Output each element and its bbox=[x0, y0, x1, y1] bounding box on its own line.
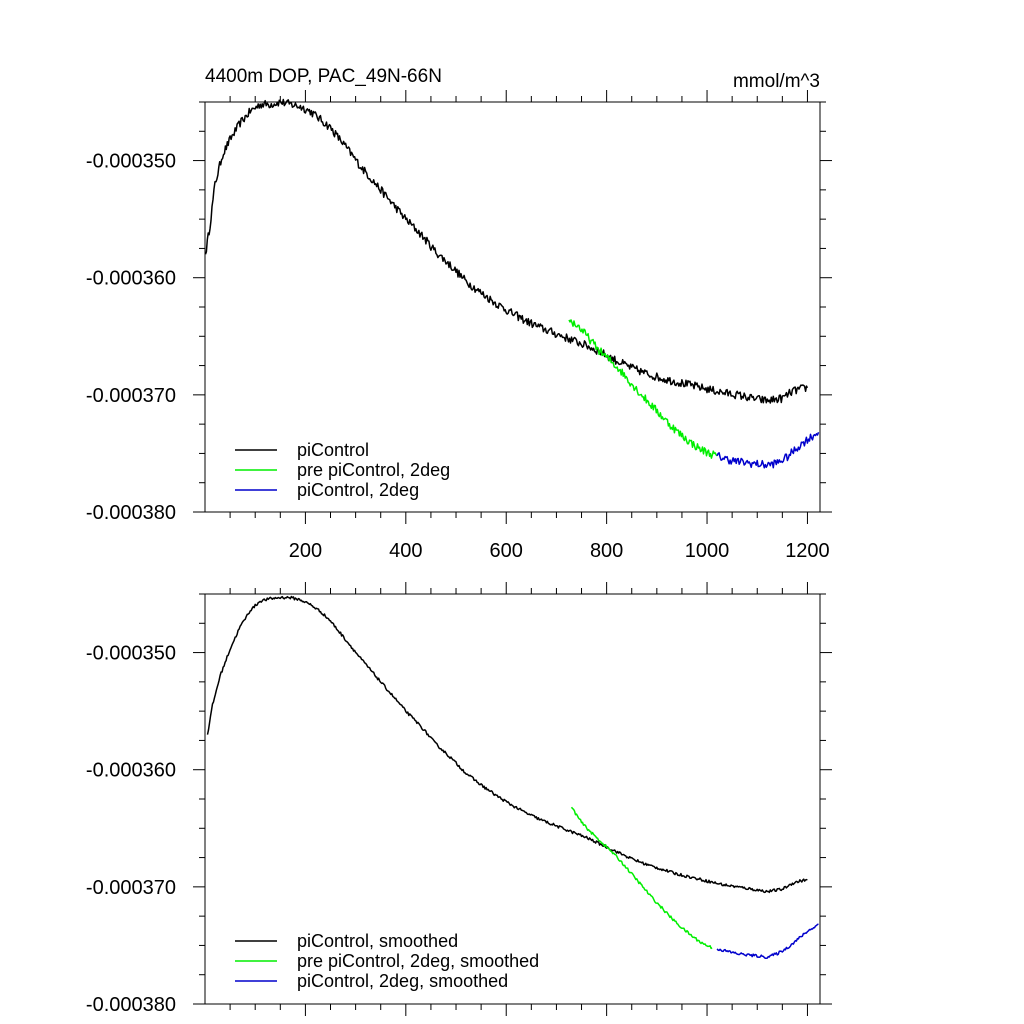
bottom-panel: -0.000350 -0.000360 -0.000370 -0.000380 piCo… bbox=[86, 582, 832, 1016]
legend-label: piControl, 2deg bbox=[297, 480, 419, 500]
legend-label: pre piControl, 2deg, smoothed bbox=[297, 951, 539, 971]
series-line-2 bbox=[716, 923, 819, 960]
series-line-0 bbox=[204, 98, 809, 404]
series-line-2 bbox=[716, 432, 820, 469]
x-tick-label: 1200 bbox=[785, 540, 830, 562]
y-tick-label: -0.000380 bbox=[86, 502, 176, 524]
legend-label: pre piControl, 2deg bbox=[297, 460, 450, 480]
top-panel: 200 400 600 800 1000 1200 -0.000350 -0.000360 -0… bbox=[86, 66, 832, 562]
x-tick-label: 600 bbox=[490, 540, 523, 562]
y-tick-label: -0.000350 bbox=[86, 151, 176, 173]
y-tick-label: -0.000360 bbox=[86, 760, 176, 782]
x-tick-label: 800 bbox=[590, 540, 623, 562]
legend-label: piControl, 2deg, smoothed bbox=[297, 971, 508, 991]
y-tick-label: -0.000380 bbox=[86, 994, 176, 1016]
y-tick-label: -0.000370 bbox=[86, 877, 176, 899]
units-label: mmol/m^3 bbox=[733, 71, 820, 92]
y-tick-label: -0.000360 bbox=[86, 268, 176, 290]
x-tick-label: 400 bbox=[389, 540, 422, 562]
x-tick-label: 1000 bbox=[685, 540, 730, 562]
chart-title: 4400m DOP, PAC_49N-66N bbox=[205, 66, 442, 87]
series-line-1 bbox=[570, 806, 713, 950]
series-line-1 bbox=[568, 319, 718, 459]
legend-label: piControl, smoothed bbox=[297, 931, 458, 951]
y-tick-label: -0.000350 bbox=[86, 643, 176, 665]
y-tick-label: -0.000370 bbox=[86, 385, 176, 407]
series-line-0 bbox=[206, 595, 808, 894]
legend-label: piControl bbox=[297, 440, 369, 460]
x-tick-label: 200 bbox=[289, 540, 322, 562]
